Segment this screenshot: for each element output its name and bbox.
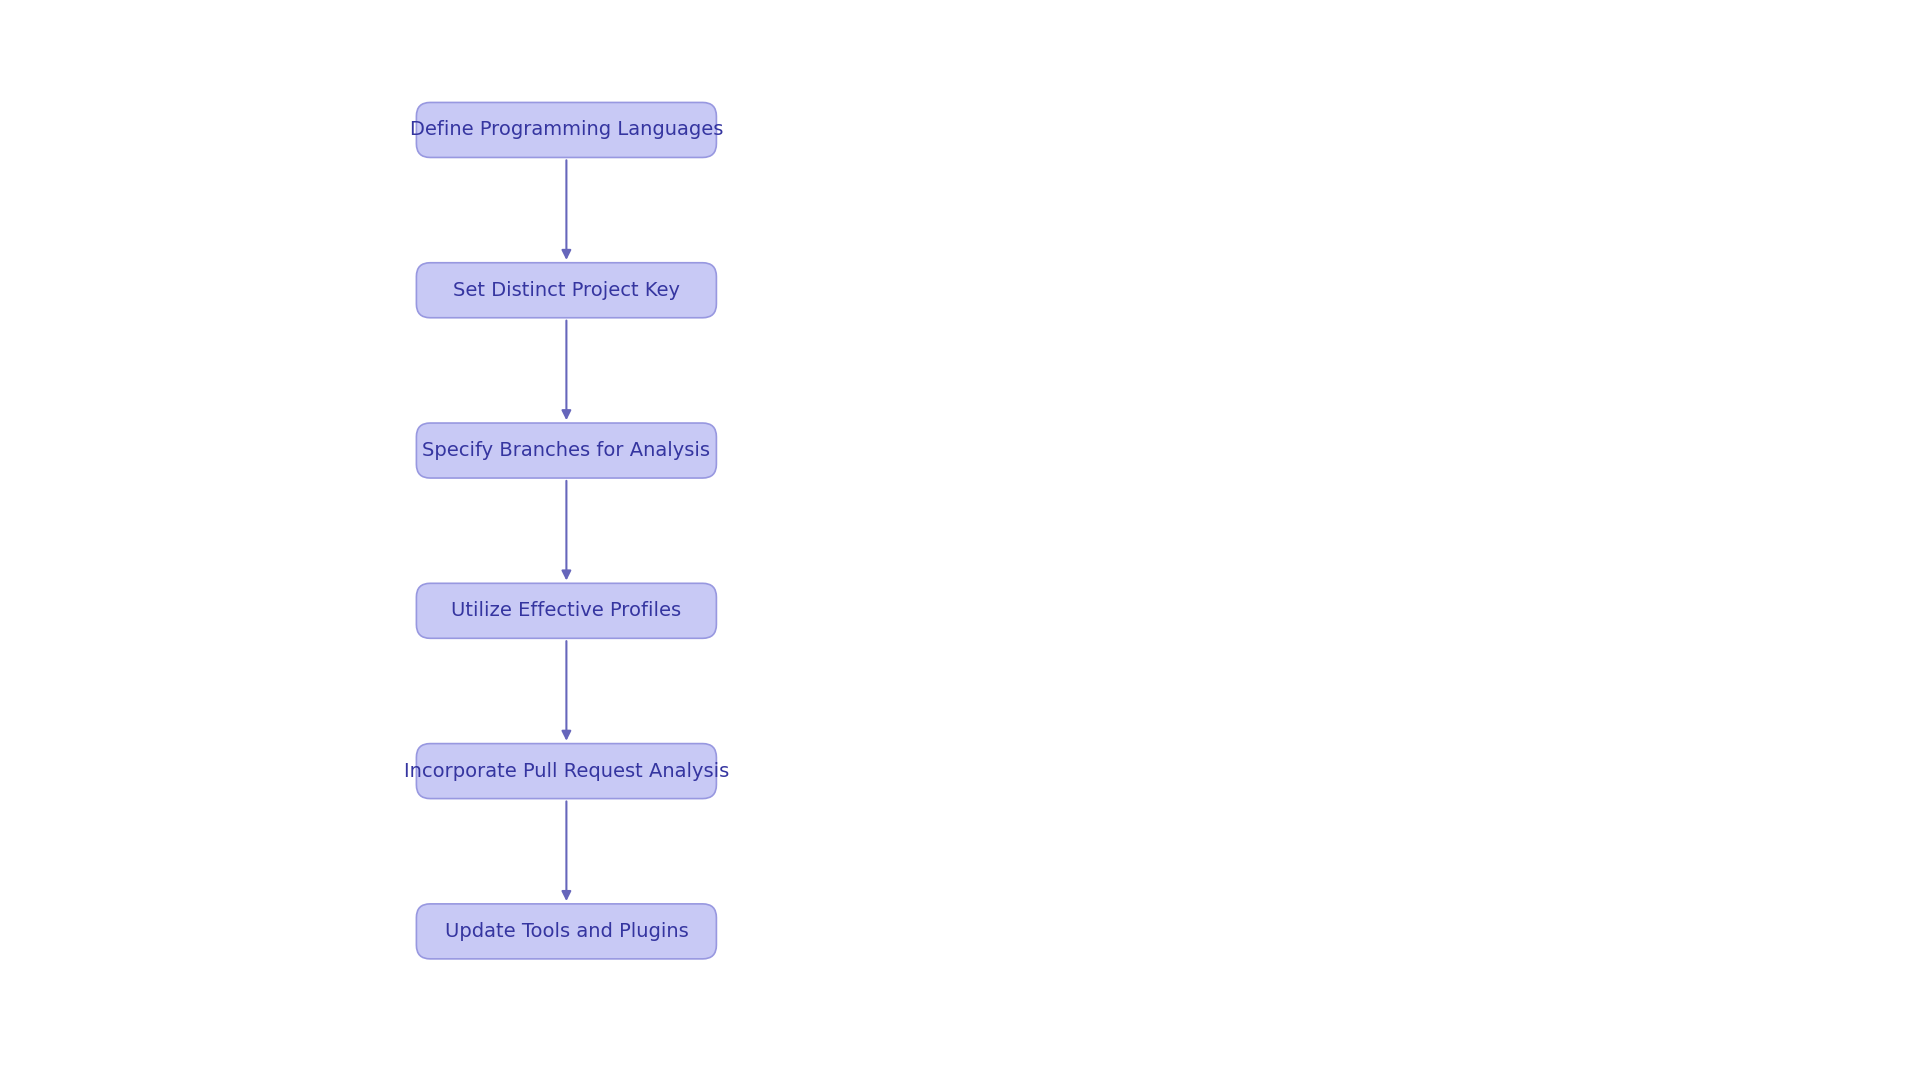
FancyBboxPatch shape: [417, 744, 716, 798]
FancyBboxPatch shape: [417, 904, 716, 958]
Text: Update Tools and Plugins: Update Tools and Plugins: [445, 922, 687, 941]
Text: Specify Branches for Analysis: Specify Branches for Analysis: [422, 441, 710, 460]
FancyBboxPatch shape: [417, 103, 716, 157]
Text: Incorporate Pull Request Analysis: Incorporate Pull Request Analysis: [403, 761, 730, 781]
Text: Define Programming Languages: Define Programming Languages: [409, 120, 724, 140]
FancyBboxPatch shape: [417, 263, 716, 317]
Text: Set Distinct Project Key: Set Distinct Project Key: [453, 280, 680, 300]
FancyBboxPatch shape: [417, 423, 716, 478]
FancyBboxPatch shape: [417, 584, 716, 638]
Text: Utilize Effective Profiles: Utilize Effective Profiles: [451, 601, 682, 621]
